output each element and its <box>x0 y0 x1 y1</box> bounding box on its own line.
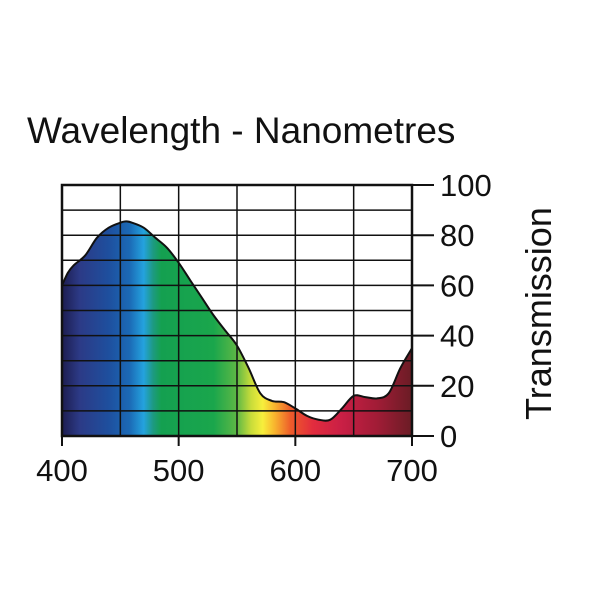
x-tick-label: 600 <box>269 453 321 488</box>
plot-frame <box>60 183 414 438</box>
x-axis-ticks: 400 500 600 700 <box>36 436 438 488</box>
y-axis-ticks: 0 20 40 60 80 100 <box>412 168 492 454</box>
y-tick-label: 80 <box>440 218 474 253</box>
grid-lines <box>62 185 412 436</box>
x-tick-label: 500 <box>153 453 205 488</box>
transmission-curve <box>62 220 412 422</box>
y-tick-label: 60 <box>440 268 474 303</box>
y-tick-label: 20 <box>440 369 474 404</box>
chart-title: Wavelength - Nanometres <box>27 110 455 151</box>
transmission-area <box>62 221 412 436</box>
y-tick-label: 40 <box>440 319 474 354</box>
x-tick-label: 700 <box>386 453 438 488</box>
y-tick-label: 0 <box>440 419 457 454</box>
x-tick-label: 400 <box>36 453 88 488</box>
y-axis-label: Transmission <box>518 207 559 420</box>
y-tick-label: 100 <box>440 168 492 203</box>
